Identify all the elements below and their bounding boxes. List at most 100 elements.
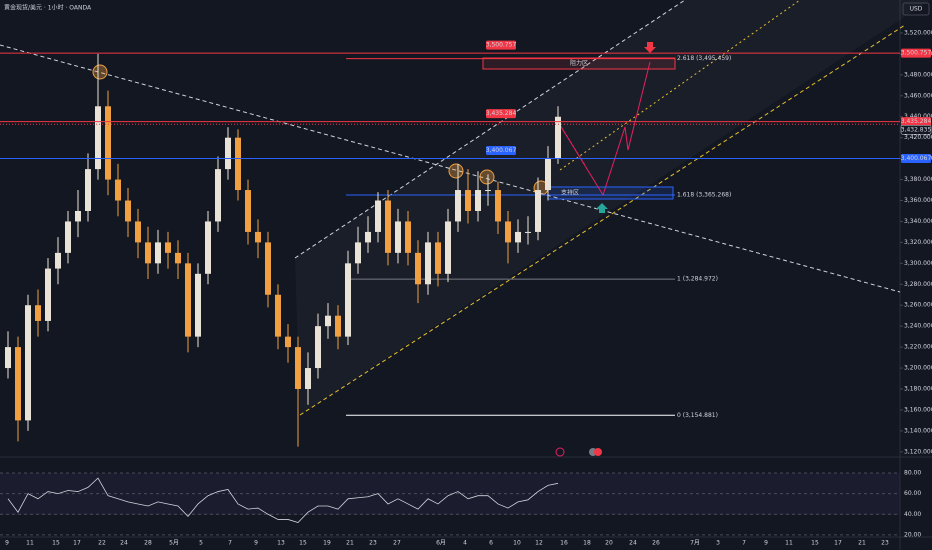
candle-body xyxy=(225,137,231,170)
candle-body xyxy=(525,231,531,233)
candle-body xyxy=(205,221,211,274)
x-tick-label: 15 xyxy=(299,540,307,547)
channel-mid xyxy=(559,0,801,171)
candle-body xyxy=(55,252,61,269)
y-tick-label: 3,320.000 xyxy=(904,239,932,246)
x-tick-label: 7 xyxy=(228,540,232,547)
forecast-path xyxy=(559,61,651,197)
candle-body xyxy=(405,221,411,253)
candle-body xyxy=(325,315,331,327)
pivot-circle xyxy=(479,169,495,185)
x-tick-label: 13 xyxy=(277,540,285,547)
x-tick-label: 12 xyxy=(535,540,543,547)
candle-body xyxy=(125,200,131,222)
fib-label: 2.618 (3,495.459) xyxy=(677,55,731,62)
candle-body xyxy=(95,106,101,170)
current-price-box xyxy=(900,125,932,135)
candle-body xyxy=(535,190,541,232)
candle-body xyxy=(515,231,521,243)
level-tag-box xyxy=(486,109,516,119)
y-tick-label: 3,520.000 xyxy=(904,29,932,36)
candle-body xyxy=(305,368,311,389)
x-tick-label: 26 xyxy=(652,540,660,547)
y-tick-label: 3,340.000 xyxy=(904,218,932,225)
x-tick-label: 18 xyxy=(583,540,591,547)
candle-body xyxy=(395,221,401,253)
candle-body xyxy=(75,210,81,222)
rsi-tick-label: 40.00 xyxy=(904,511,921,518)
candle-body xyxy=(175,252,181,264)
candle-body xyxy=(15,347,21,421)
candle-body xyxy=(215,169,221,222)
axis-level-tag: 3,435.284 xyxy=(901,118,932,125)
up-arrow xyxy=(596,203,608,213)
level-tag-box xyxy=(486,146,516,156)
currency[interactable]: USD xyxy=(910,6,923,13)
down-arrow xyxy=(644,42,656,53)
x-tick-label: 7月 xyxy=(690,540,700,547)
y-tick-label: 3,380.000 xyxy=(904,176,932,183)
x-tick-label: 15 xyxy=(52,540,60,547)
level-tag: 3,435.284 xyxy=(486,110,517,117)
channel-upper xyxy=(294,0,686,259)
level-tag: 3,400.067 xyxy=(486,147,517,154)
x-tick-label: 6 xyxy=(489,540,493,547)
candle-body xyxy=(545,158,551,191)
candle-body xyxy=(85,169,91,211)
y-tick-label: 3,480.000 xyxy=(904,71,932,78)
y-tick-label: 3,160.000 xyxy=(904,406,932,413)
y-tick-label: 3,180.000 xyxy=(904,385,932,392)
x-tick-label: 11 xyxy=(26,540,34,547)
x-tick-label: 17 xyxy=(73,540,81,547)
x-tick-label: 23 xyxy=(369,540,377,547)
x-tick-label: 11 xyxy=(785,540,793,547)
x-tick-label: 19 xyxy=(323,540,331,547)
candle-body xyxy=(355,242,361,264)
candle-body xyxy=(105,106,111,180)
candle-body xyxy=(235,137,241,191)
fib-label: 0 (3,154.881) xyxy=(677,412,718,419)
x-tick-label: 6月 xyxy=(436,540,446,547)
symbol-title: 黄金现货/美元 · 1小时 · OANDA xyxy=(4,4,92,12)
event-icon[interactable] xyxy=(555,447,565,457)
y-tick-label: 3,140.000 xyxy=(904,427,932,434)
x-tick-label: 23 xyxy=(881,540,889,547)
candle-body xyxy=(5,347,11,369)
rsi-line xyxy=(7,477,559,523)
x-tick-label: 21 xyxy=(346,540,354,547)
x-tick-label: 3 xyxy=(716,540,720,547)
x-tick-label: 5 xyxy=(199,540,203,547)
axis-level-tag: 3,400.067 xyxy=(901,155,932,162)
currency-box[interactable] xyxy=(902,2,930,16)
candle-body xyxy=(185,263,191,337)
y-tick-label: 3,120.000 xyxy=(904,448,932,455)
y-tick-label: 3,460.000 xyxy=(904,92,932,99)
y-tick-label: 3,240.000 xyxy=(904,323,932,330)
zone-label: 阻力区 xyxy=(570,59,588,67)
candle-body xyxy=(555,116,561,159)
candle-body xyxy=(385,200,391,253)
x-tick-label: 21 xyxy=(858,540,866,547)
drawings xyxy=(0,0,906,457)
axis-level-tag-box xyxy=(901,154,931,164)
x-tick-label: 24 xyxy=(120,540,128,547)
y-tick-label: 3,260.000 xyxy=(904,302,932,309)
candle-body xyxy=(415,252,421,285)
x-tick-label: 4 xyxy=(463,540,467,547)
x-tick-label: 17 xyxy=(834,540,842,547)
fib-label: 1.618 (3,365.268) xyxy=(677,191,731,198)
x-tick-label: 10 xyxy=(513,540,521,547)
candle-body xyxy=(495,190,501,222)
candle-body xyxy=(265,242,271,295)
candle-body xyxy=(135,221,141,243)
axis-level-tag-box xyxy=(901,48,931,58)
x-tick-label: 7 xyxy=(742,540,746,547)
candle-body xyxy=(45,268,51,321)
x-tick-label: 20 xyxy=(605,540,613,547)
downtrend-line xyxy=(0,44,901,293)
y-tick-label: 3,440.000 xyxy=(904,113,932,120)
event-icon[interactable] xyxy=(594,448,602,456)
